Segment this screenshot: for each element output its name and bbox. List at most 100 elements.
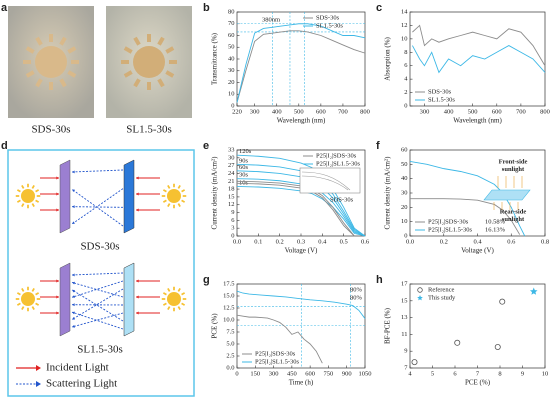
annotation: Rear-side <box>500 208 527 215</box>
y-tick-label: 10 <box>401 218 408 225</box>
point <box>494 343 501 350</box>
legend-label: SL1.5-30s <box>428 96 455 103</box>
y-tick-label: 11 <box>401 331 407 338</box>
data-line <box>236 314 323 364</box>
y-tick-label: 18 <box>228 186 235 193</box>
sun-icon-ray <box>162 292 167 296</box>
sun-icon-ray <box>16 302 21 306</box>
curve-label: 90s <box>239 157 249 164</box>
light-arrow-head <box>72 281 75 285</box>
y-tick-label: 2 <box>404 89 407 96</box>
y-tick-label: 0 <box>404 102 407 109</box>
x-axis-label: Time (h) <box>289 379 314 387</box>
photo-sun-ray <box>25 70 35 78</box>
curve-label: 60s <box>239 164 249 171</box>
photo-sun-ray <box>165 70 175 78</box>
x-tick-label: 800 <box>360 108 370 115</box>
x-tick-label: 500 <box>468 108 478 115</box>
y-tick-label: 70 <box>228 20 235 27</box>
light-arrow-head <box>56 176 59 180</box>
sun-icon-ray <box>35 189 40 193</box>
y-tick-label: 10 <box>228 91 235 98</box>
x-tick-label: 400 <box>444 108 454 115</box>
x-tick-label: 150 <box>250 370 260 377</box>
sun-icon-ray <box>177 287 181 292</box>
sun-icon-ray <box>177 203 181 208</box>
diagram-frame <box>7 149 195 397</box>
y-tick-label: 3 <box>231 225 234 232</box>
x-tick-label: 4 <box>408 370 412 377</box>
legend-label: P25|I₂|SL1.5-30s <box>428 226 473 233</box>
x-tick-label: 300 <box>250 108 260 115</box>
sun-icon-ray <box>162 302 167 306</box>
y-tick-label: 13 <box>401 314 408 321</box>
y-tick-label: 7.5 <box>226 328 234 335</box>
y-tick-label: 20 <box>401 204 408 211</box>
y-tick-label: 8 <box>404 49 407 56</box>
x-tick-label: 700 <box>338 108 348 115</box>
x-tick-label: 9 <box>521 370 524 377</box>
x-tick-label: 0.4 <box>318 238 327 245</box>
light-arrow-head <box>72 303 75 307</box>
y-tick-label: 12 <box>228 201 235 208</box>
light-arrow-head <box>72 189 75 193</box>
light-arrow <box>71 206 124 208</box>
panel-letter: b <box>203 2 210 14</box>
y-axis-label: Transmittance (%) <box>211 32 219 85</box>
y-tick-label: 17.5 <box>223 280 234 287</box>
photo-sun-ray <box>123 46 133 54</box>
x-axis-label: Voltage (V) <box>285 247 318 255</box>
light-arrow-head <box>56 311 59 315</box>
y-axis-label: Current density (mA/cm²) <box>384 156 392 230</box>
sun-icon-ray <box>31 287 35 292</box>
sun-icon <box>21 189 35 203</box>
x-tick-label: 300 <box>420 108 430 115</box>
sun-icon-ray <box>21 306 25 311</box>
light-arrow-head <box>72 324 75 328</box>
light-arrow <box>71 281 124 298</box>
diagram-label: SDS-30s <box>80 241 119 253</box>
panel-letter: d <box>1 140 8 152</box>
curve-label: 30s <box>239 172 249 179</box>
light-arrow-head <box>72 205 75 209</box>
light-arrow-head <box>72 311 75 315</box>
panel-letter: h <box>376 274 383 286</box>
panel-letter: a <box>1 2 8 14</box>
photo-sun-ray <box>35 78 43 88</box>
sun-icon-ray <box>16 189 21 193</box>
y-tick-label: 12 <box>401 22 408 29</box>
light-arrow <box>71 312 124 328</box>
legend-note: 16.13% <box>485 226 506 233</box>
sun-icon-ray <box>16 199 21 203</box>
y-tick-label: 24 <box>228 170 235 177</box>
y-tick-label: 10.0 <box>223 316 234 323</box>
sun-icon-ray <box>167 287 171 292</box>
y-tick-label: 9 <box>404 348 407 355</box>
light-arrow-head <box>72 170 75 174</box>
light-arrow-head <box>136 208 139 212</box>
y-tick-label: 6 <box>231 217 235 224</box>
sun-icon-ray <box>162 199 167 203</box>
x-tick-label: 0.8 <box>541 238 549 245</box>
sun-icon-ray <box>167 306 171 311</box>
y-tick-label: 30 <box>228 154 235 161</box>
light-arrow-head <box>72 295 75 298</box>
sun-icon-ray <box>177 306 181 311</box>
x-tick-label: 0.0 <box>406 238 414 245</box>
y-tick-label: 21 <box>228 178 235 185</box>
light-arrow-head <box>72 221 75 224</box>
sun-icon-ray <box>35 302 40 306</box>
y-tick-label: 60 <box>401 146 408 153</box>
panel-letter: g <box>203 274 210 286</box>
sun-icon-ray <box>35 199 40 203</box>
photo-label: SL1.5-30s <box>126 124 172 136</box>
legend-label: P25|I₂|SL1.5-30s <box>255 358 300 365</box>
light-arrow <box>71 288 124 320</box>
photo-sun <box>133 46 165 78</box>
legend-marker <box>417 287 423 293</box>
photo-sun-ray <box>133 78 141 88</box>
y-tick-label: 0 <box>404 232 407 239</box>
y-tick-label: 10 <box>401 35 408 42</box>
data-line <box>409 161 526 237</box>
